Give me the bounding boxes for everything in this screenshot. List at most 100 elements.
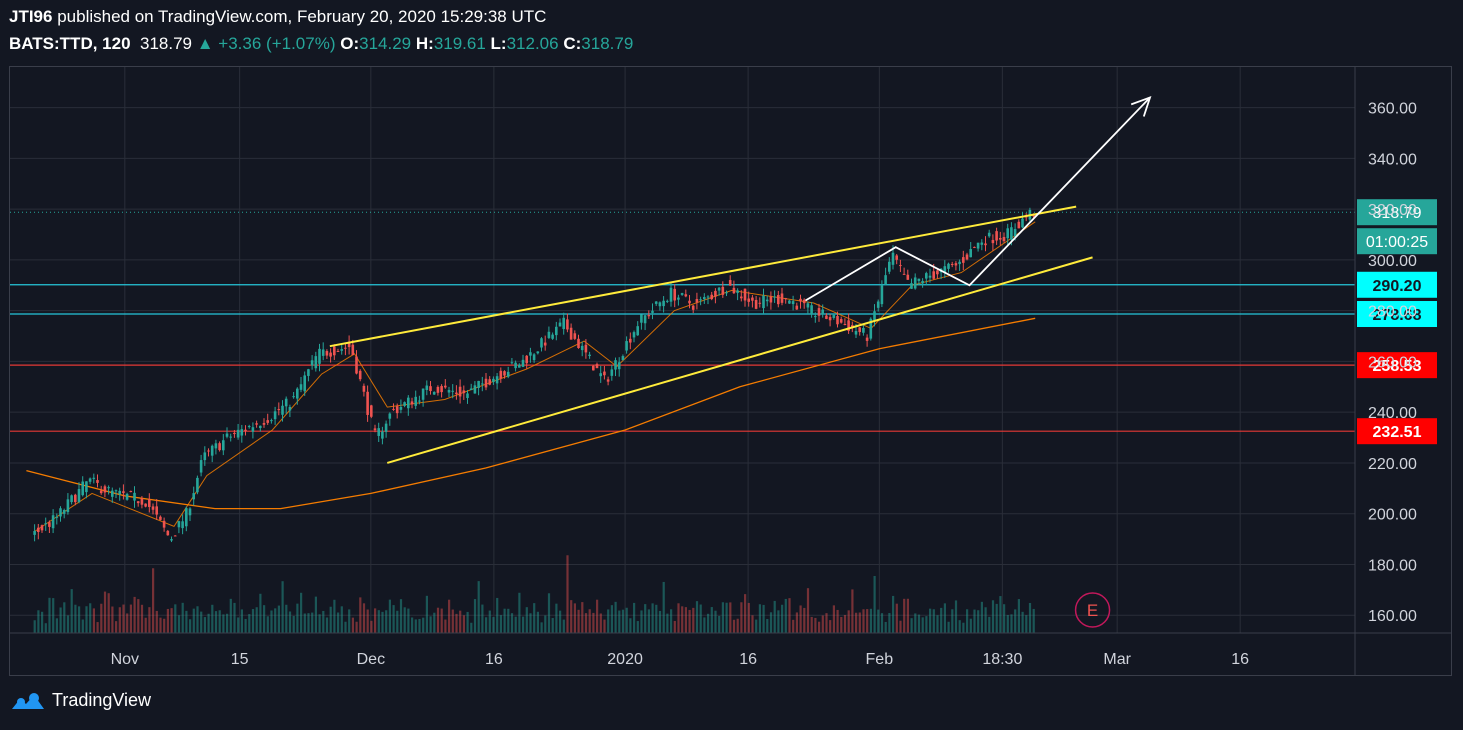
candle-body [251,427,255,432]
candle-body [37,527,40,532]
volume-bar [692,607,695,633]
volume-bar [89,603,92,633]
volume-bar [41,611,44,633]
candle-body [558,322,562,327]
candle-body [950,263,954,265]
y-tick-label: 360.00 [1368,101,1417,118]
candle-body [429,386,432,392]
candle-body [136,501,140,504]
volume-bar [488,610,491,633]
volume-bar [111,606,114,633]
volume-bar [307,613,310,633]
volume-bar [122,604,125,633]
earnings-icon [1074,592,1111,628]
volume-bar [48,597,51,633]
volume-bar [662,581,665,633]
volume-bar [455,613,458,633]
candlesticks [33,207,1035,543]
candle-body [525,355,529,364]
candle-body [643,315,647,324]
volume-bar [396,610,399,633]
earnings-marker[interactable]: E [1074,592,1111,628]
candle-body [843,323,847,325]
volume-bar [81,619,84,633]
volume-bar [288,611,292,633]
volume-bar [740,602,743,633]
candle-body [155,506,159,515]
volume-bar [229,598,232,633]
candle-body [902,273,906,275]
volume-bar [847,610,850,633]
candle-body [1013,229,1017,237]
volume-bar [96,622,99,633]
volume-bar [781,604,784,633]
volume-bar [973,609,976,633]
candle-body [447,389,451,393]
candle-body [432,391,436,395]
candle-body [736,290,739,293]
candle-body [133,492,136,501]
candle-body [140,498,144,505]
volume-bar [810,616,813,633]
candle-body [392,408,395,410]
volume-bar [218,610,221,633]
volume-bar [403,607,406,633]
candle-body [151,506,155,510]
x-tick-label: 16 [1231,651,1249,668]
candle-body [962,257,965,263]
volume-bar [381,611,384,633]
volume-bar [277,605,281,633]
candle-body [329,352,332,357]
candle-body [691,305,695,310]
volume-bar [103,591,107,633]
candle-body [266,420,270,423]
volume-bar [59,607,62,633]
candle-body [192,493,196,500]
volume-bar [1006,615,1009,633]
volume-bar [773,600,776,633]
volume-bar [943,603,947,633]
level-tag [1357,352,1437,379]
volume-bar [873,575,876,633]
volume-bar [714,610,717,633]
volume-bar [670,609,673,633]
level-tag [1357,301,1437,328]
brand-footer[interactable]: TradingView [10,690,151,711]
y-tick-label: 340.00 [1368,151,1417,168]
candle-body [976,242,980,249]
candle-body [721,286,725,295]
volume-bar [63,602,66,633]
volume-bar [651,603,654,633]
candle-body [377,428,381,436]
chart-pane[interactable] [9,66,1452,676]
candle-body [847,320,850,331]
volume-bar [917,614,921,633]
volume-bar [562,619,565,633]
price-change: +3.36 (+1.07%) [218,34,336,53]
candle-body [821,309,825,315]
candle-body [210,445,214,456]
volume-bar [33,620,36,633]
volume-bar [133,596,136,633]
volume-bar [795,612,799,633]
volume-bar [1010,614,1013,633]
volume-bar [166,608,170,633]
y-tick-label: 220.00 [1368,456,1417,473]
candle-body [666,300,669,302]
candle-body [403,402,406,406]
candle-body [495,376,499,384]
volume-bar [681,606,684,633]
publisher-name[interactable]: JTI96 [9,7,53,26]
candle-body [288,407,292,411]
last-price-label: 318.79 [1373,205,1422,222]
candle-body [384,423,388,432]
volume-bar [799,605,802,633]
candle-body [477,380,480,388]
candle-body [651,310,654,313]
volume-bar [66,615,70,633]
trendline-channel-lower [386,256,1093,464]
candle-body [817,308,821,316]
candle-body [884,275,887,285]
volume-bar [903,598,906,633]
